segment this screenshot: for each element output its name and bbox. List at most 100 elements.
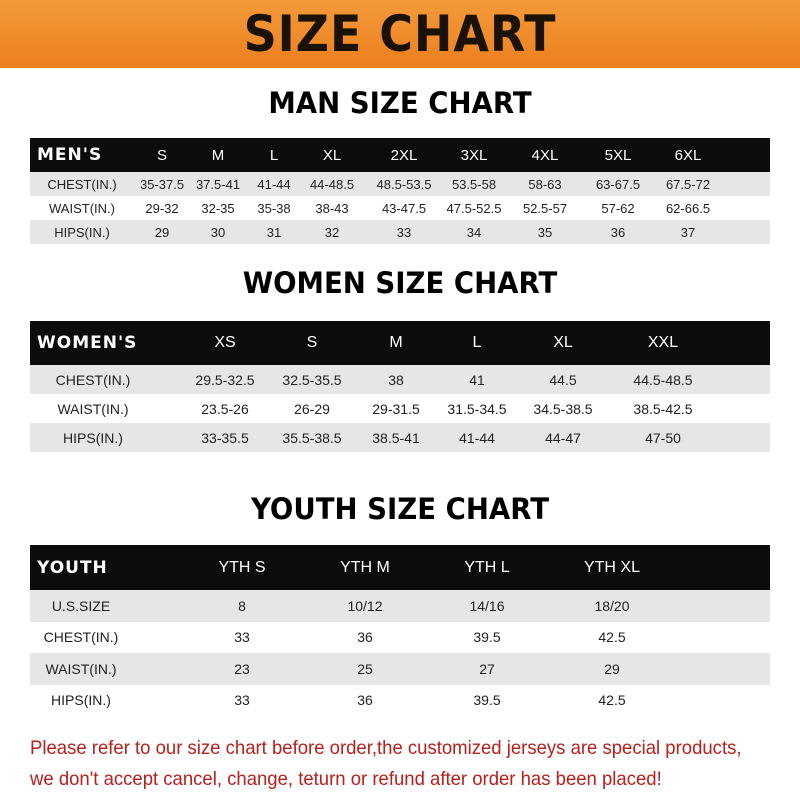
table-cell: 23: [234, 660, 250, 677]
row-label: HIPS(IN.): [63, 429, 123, 446]
table-cell: 39.5: [473, 692, 501, 709]
table-cell: 29: [604, 660, 620, 677]
table-cell: 52.5-57: [522, 200, 568, 216]
table-cell: L: [269, 146, 279, 164]
table-cell: 42.5: [598, 629, 626, 646]
table-cell: 35-38: [257, 200, 291, 216]
table-cell: 53.5-58: [451, 176, 497, 192]
row-label: CHEST(IN.): [43, 629, 119, 646]
table-cell: 35-37.5: [139, 176, 185, 192]
table-cell: 58-63: [528, 176, 562, 192]
table-cell: 14/16: [469, 597, 505, 614]
table-cell: 35.5-38.5: [282, 429, 342, 446]
banner-title: SIZE CHART: [243, 5, 557, 63]
table-cell: 38-43: [315, 200, 349, 216]
table-cell: 33: [234, 692, 250, 709]
table-cell: S: [156, 146, 167, 164]
table-cell: 67.5-72: [665, 176, 711, 192]
table-row: HIPS(IN.) 29 30 31 32 33 34 35 36 37: [30, 220, 770, 244]
table-cell: 5XL: [604, 146, 632, 164]
table-row: CHEST(IN.) 29.5-32.5 32.5-35.5 38 41 44.5 44.5…: [30, 365, 770, 394]
table-cell: 31: [266, 224, 282, 240]
row-label: HIPS(IN.): [54, 224, 110, 240]
row-label: HIPS(IN.): [51, 692, 111, 709]
table-cell: 23.5-26: [201, 400, 249, 417]
table-cell: 3XL: [460, 146, 488, 164]
table-cell: 36: [357, 629, 373, 646]
table-cell: 39.5: [473, 629, 501, 646]
row-label: MEN'S: [37, 145, 103, 165]
notice-line-1: Please refer to our size chart before or…: [30, 737, 742, 759]
table-cell: 29-32: [145, 200, 179, 216]
table-cell: 32: [324, 224, 340, 240]
women-size-table: WOMEN'S XS S M L XL XXL CHEST(IN.) 29.5-32.5 32.5…: [30, 321, 770, 452]
table-cell: 10/12: [347, 597, 383, 614]
order-notice: Please refer to our size chart before or…: [30, 733, 752, 795]
table-cell: 44.5: [549, 371, 577, 388]
size-chart-banner: SIZE CHART: [0, 0, 800, 68]
table-cell: L: [472, 334, 482, 351]
table-cell: 6XL: [674, 146, 702, 164]
youth-size-table: YOUTH YTH S YTH M YTH L YTH XL U.S.SIZE 8 10/12…: [30, 545, 770, 716]
table-cell: 32-35: [201, 200, 235, 216]
table-cell: YTH S: [218, 558, 266, 576]
table-cell: YTH L: [464, 558, 510, 576]
table-cell: 37.5-41: [195, 176, 241, 192]
men-size-table: MEN'S S M L XL 2XL 3XL 4XL 5XL 6XL CHEST(IN.) 35-37…: [30, 138, 770, 244]
table-cell: 43-47.5: [381, 200, 427, 216]
table-cell: 42.5: [598, 692, 626, 709]
table-cell: XL: [322, 146, 342, 164]
table-cell: 25: [357, 660, 373, 677]
row-label: WAIST(IN.): [49, 200, 115, 216]
table-header-row: YOUTH YTH S YTH M YTH L YTH XL: [30, 545, 770, 590]
table-cell: 35: [537, 224, 553, 240]
table-cell: 48.5-53.5: [376, 176, 432, 192]
table-cell: 62-66.5: [665, 200, 711, 216]
table-cell: 8: [238, 597, 246, 614]
table-cell: XXL: [647, 334, 679, 351]
table-cell: XS: [214, 334, 236, 351]
table-cell: 44.5-48.5: [633, 371, 693, 388]
table-cell: YTH XL: [583, 558, 640, 576]
table-cell: YTH M: [340, 558, 390, 576]
table-cell: 44-47: [545, 429, 581, 446]
table-cell: S: [306, 334, 318, 351]
table-cell: 44-48.5: [309, 176, 355, 192]
row-label: WAIST(IN.): [45, 660, 117, 677]
table-cell: 31.5-34.5: [447, 400, 507, 417]
men-section-title: MAN SIZE CHART: [268, 86, 532, 120]
table-header-row: MEN'S S M L XL 2XL 3XL 4XL 5XL 6XL: [30, 138, 770, 172]
table-cell: 29: [154, 224, 170, 240]
table-cell: 41: [469, 371, 485, 388]
table-cell: 38: [388, 371, 404, 388]
row-label: CHEST(IN.): [55, 371, 131, 388]
table-cell: M: [211, 146, 225, 164]
table-row: U.S.SIZE 8 10/12 14/16 18/20: [30, 590, 770, 622]
youth-section-title: YOUTH SIZE CHART: [250, 492, 550, 526]
table-row: WAIST(IN.) 23 25 27 29: [30, 653, 770, 685]
table-cell: 34: [466, 224, 482, 240]
table-cell: 29-31.5: [372, 400, 420, 417]
row-label: WAIST(IN.): [57, 400, 129, 417]
table-cell: 27: [479, 660, 495, 677]
table-cell: 29.5-32.5: [195, 371, 255, 388]
table-row: WAIST(IN.) 29-32 32-35 35-38 38-43 43-47.5 47.…: [30, 196, 770, 220]
table-cell: 41-44: [257, 176, 291, 192]
table-cell: 47-50: [645, 429, 681, 446]
table-cell: 63-67.5: [595, 176, 641, 192]
table-row: WAIST(IN.) 23.5-26 26-29 29-31.5 31.5-34.5 34…: [30, 394, 770, 423]
women-section-title: WOMEN SIZE CHART: [242, 266, 558, 300]
row-label: YOUTH: [37, 557, 108, 578]
table-cell: 26-29: [294, 400, 330, 417]
table-cell: 41-44: [459, 429, 495, 446]
row-label: U.S.SIZE: [51, 597, 111, 614]
table-cell: 38.5-42.5: [633, 400, 693, 417]
table-cell: M: [389, 334, 403, 351]
table-cell: 34.5-38.5: [533, 400, 593, 417]
table-cell: 2XL: [390, 146, 418, 164]
table-cell: 36: [610, 224, 626, 240]
table-header-row: WOMEN'S XS S M L XL XXL: [30, 321, 770, 365]
table-cell: 32.5-35.5: [282, 371, 342, 388]
table-row: HIPS(IN.) 33 36 39.5 42.5: [30, 685, 770, 717]
table-cell: 47.5-52.5: [446, 200, 502, 216]
